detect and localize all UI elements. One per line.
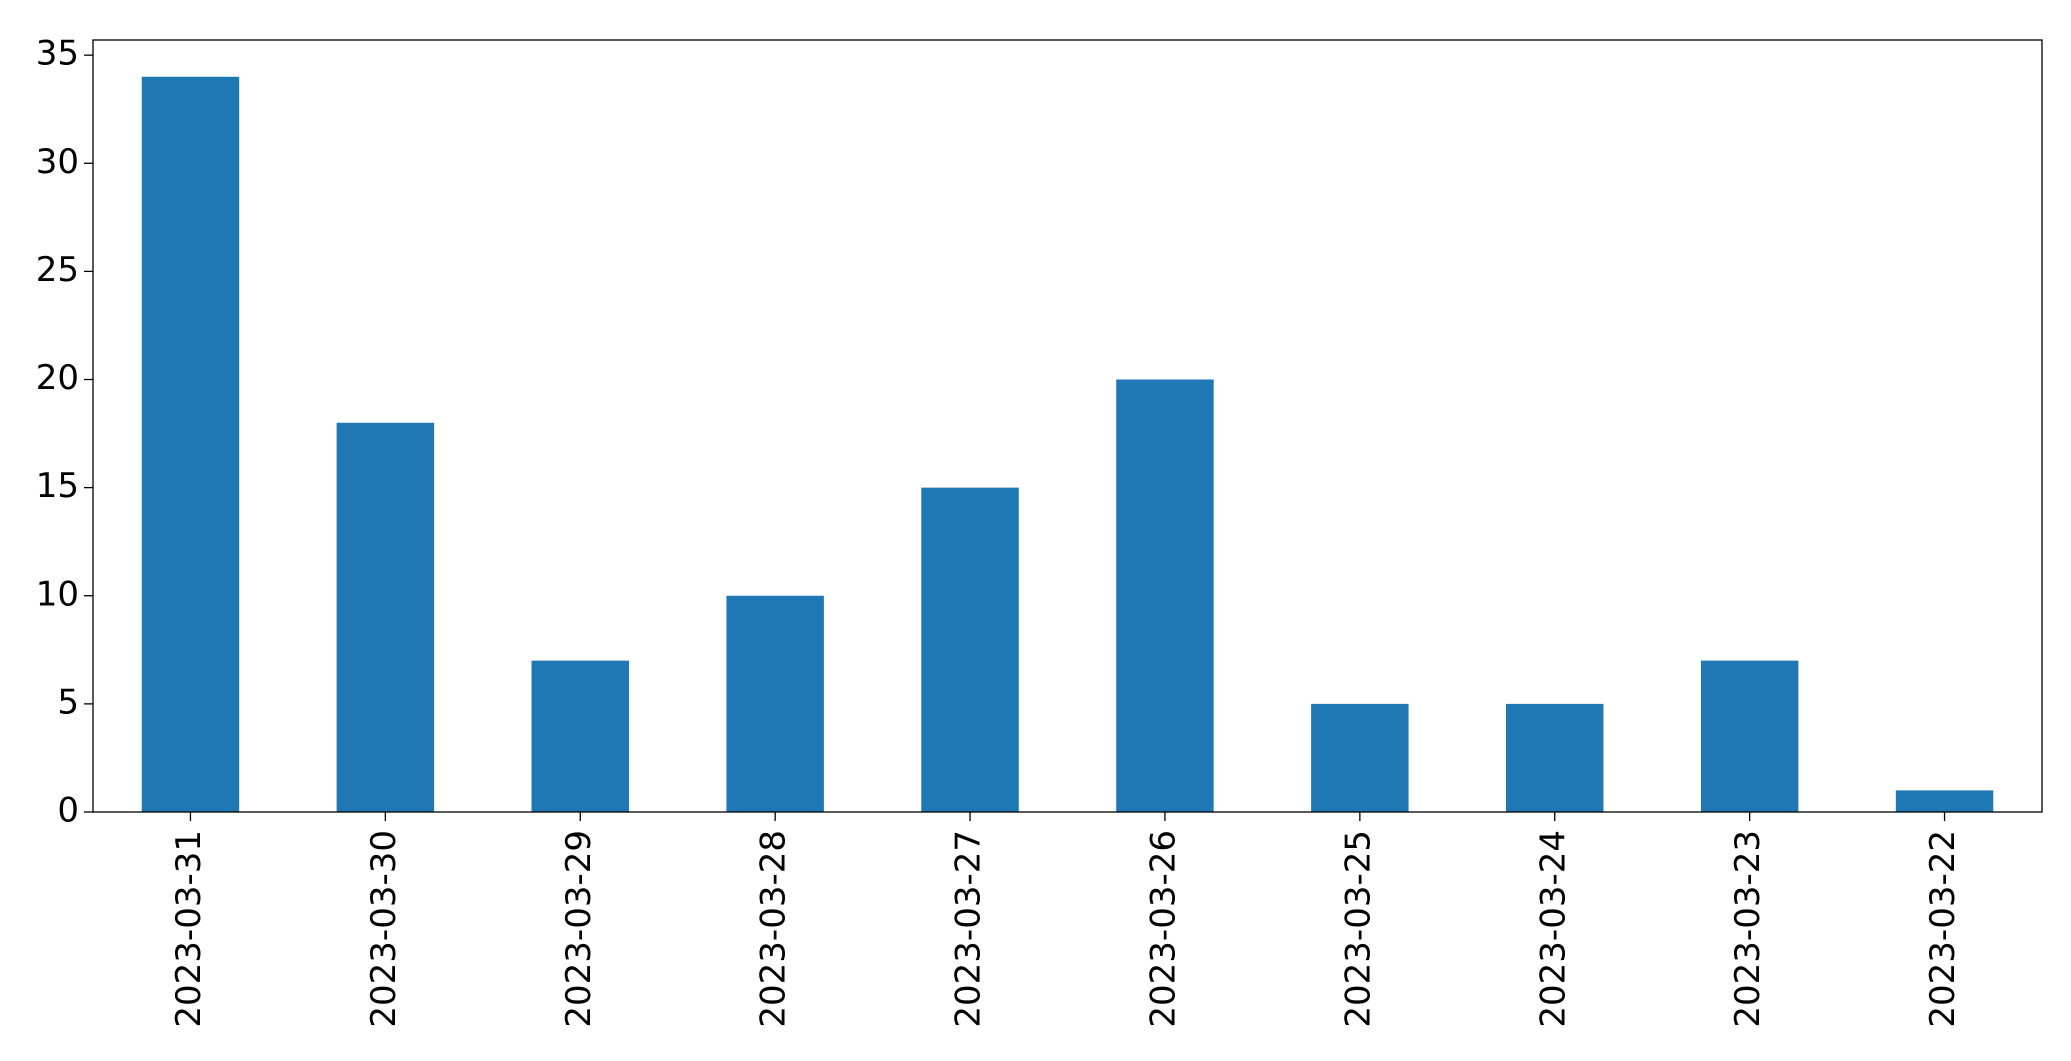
bar [336, 422, 435, 812]
y-tick-label: 35 [36, 34, 79, 74]
x-tick-label: 2023-03-29 [559, 830, 599, 1028]
bar [1895, 790, 1994, 812]
x-tick-label: 2023-03-31 [169, 830, 209, 1028]
x-tick-label: 2023-03-24 [1533, 830, 1573, 1028]
x-tick-label: 2023-03-30 [364, 830, 404, 1028]
bar [921, 487, 1019, 812]
bar [531, 660, 629, 812]
x-tick-label: 2023-03-23 [1728, 830, 1768, 1028]
y-tick-label: 20 [36, 358, 79, 398]
x-tick-label: 2023-03-27 [949, 830, 989, 1028]
x-tick-label: 2023-03-26 [1143, 830, 1183, 1028]
y-tick-label: 15 [36, 466, 79, 506]
x-tick-label: 2023-03-25 [1338, 830, 1378, 1028]
y-tick-label: 25 [36, 250, 79, 290]
bar [1700, 660, 1799, 812]
y-tick-label: 30 [36, 142, 79, 182]
y-tick-label: 5 [57, 682, 79, 722]
bar [1311, 703, 1409, 812]
bar [1116, 379, 1214, 812]
bar [1506, 703, 1604, 812]
y-tick-label: 0 [57, 791, 79, 831]
bar [726, 595, 824, 812]
y-tick-label: 10 [36, 574, 79, 614]
bar [141, 76, 240, 812]
x-tick-label: 2023-03-22 [1923, 830, 1963, 1028]
x-tick-label: 2023-03-28 [754, 830, 794, 1028]
plot-frame [92, 39, 2043, 813]
